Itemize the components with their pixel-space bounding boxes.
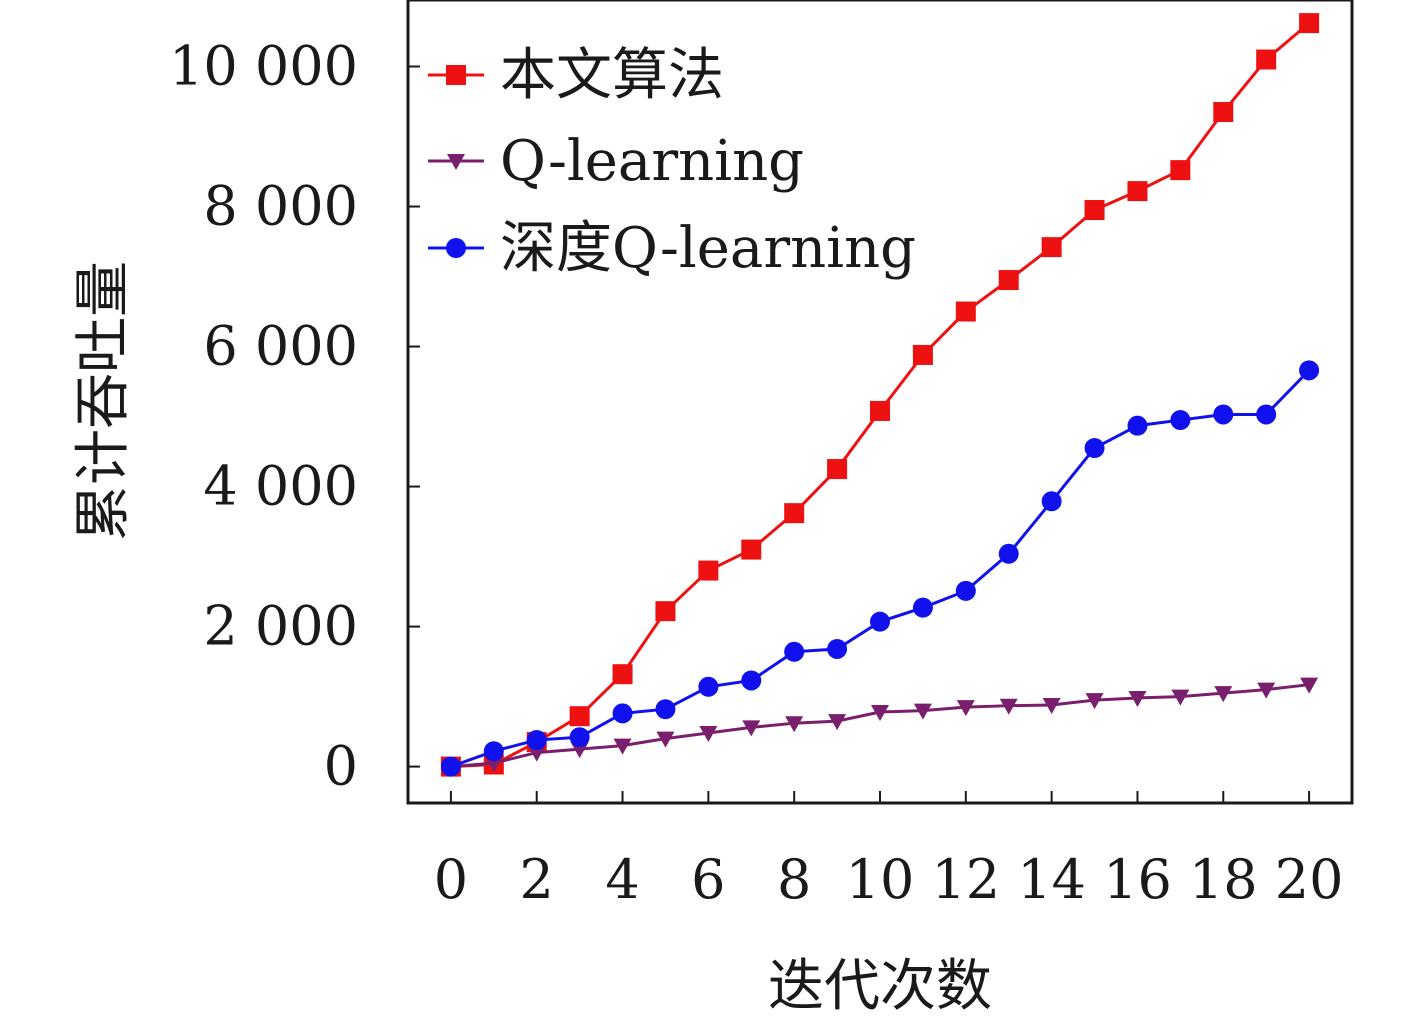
data-point (870, 611, 890, 632)
data-point (1084, 200, 1105, 221)
legend-item-2: 深度Q-learning (428, 216, 916, 281)
x-tick-label: 0 (434, 848, 468, 911)
legend-item-0: 本文算法 (428, 43, 724, 108)
data-point (1042, 697, 1061, 714)
x-tick-label: 6 (691, 848, 725, 911)
data-point (483, 741, 504, 762)
x-axis: 0 2 4 6 8 10 12 14 16 18 20 (434, 791, 1344, 911)
y-tick-label: 4 000 (203, 455, 358, 518)
legend-label: 本文算法 (500, 43, 724, 108)
data-point (1127, 181, 1148, 202)
y-axis: 0 2 000 4 000 6 000 8 000 10 000 (169, 35, 420, 798)
data-point (871, 704, 889, 721)
y-tick-label: 8 000 (203, 175, 358, 238)
legend: 本文算法 Q-learning 深度Q-learning (428, 43, 916, 281)
data-point (784, 503, 805, 524)
data-point (955, 580, 976, 601)
x-tick-label: 18 (1189, 848, 1258, 911)
data-point (1257, 682, 1276, 699)
data-point (742, 720, 761, 737)
data-point (1084, 438, 1105, 459)
data-point (698, 676, 719, 697)
data-point (1041, 237, 1062, 258)
series-layer (440, 13, 1320, 777)
data-point (741, 670, 762, 691)
y-tick-label: 2 000 (203, 595, 358, 658)
data-point (612, 703, 633, 724)
series-0 (440, 13, 1320, 777)
x-tick-label: 20 (1275, 848, 1344, 911)
x-tick-label: 8 (777, 848, 811, 911)
data-point (912, 344, 933, 365)
data-point (1213, 404, 1234, 425)
data-point (527, 745, 546, 762)
x-tick-label: 2 (520, 848, 554, 911)
data-point (699, 725, 718, 742)
data-point (569, 706, 590, 727)
data-point (1171, 689, 1190, 706)
legend-label: 深度Q-learning (500, 216, 916, 281)
data-point (1213, 102, 1234, 123)
data-point (827, 459, 848, 480)
data-point (1128, 690, 1147, 707)
legend-swatch-marker (447, 154, 465, 170)
data-point (955, 301, 976, 322)
data-point (612, 664, 633, 685)
data-point (1041, 491, 1062, 512)
y-tick-label: 0 (324, 735, 358, 798)
data-point (998, 270, 1019, 291)
data-point (785, 716, 804, 733)
x-tick-label: 4 (605, 848, 639, 911)
data-point (1256, 404, 1277, 425)
data-point (828, 714, 847, 731)
data-point (526, 729, 547, 750)
data-point (784, 641, 805, 662)
legend-swatch-marker (446, 238, 466, 258)
data-point (1300, 677, 1319, 694)
series-1 (441, 677, 1319, 776)
data-point (1299, 360, 1320, 381)
data-point (912, 597, 933, 618)
legend-item-1: Q-learning (428, 129, 804, 194)
data-point (741, 539, 762, 560)
data-point (999, 698, 1018, 715)
data-point (1127, 415, 1148, 436)
data-point (913, 703, 932, 720)
legend-label: Q-learning (500, 129, 804, 194)
data-point (1170, 410, 1191, 431)
data-point (569, 727, 590, 748)
y-axis-label: 累计吞吐量 (71, 261, 136, 541)
series-2 (440, 360, 1320, 777)
data-point (956, 700, 975, 717)
data-point (1299, 13, 1320, 34)
x-axis-label: 迭代次数 (768, 954, 992, 1017)
x-tick-label: 12 (931, 848, 1000, 911)
data-point (1170, 160, 1191, 181)
y-tick-label: 10 000 (169, 35, 358, 98)
x-tick-label: 10 (846, 848, 915, 911)
data-point (870, 400, 890, 421)
data-point (655, 601, 676, 622)
data-point (698, 560, 719, 581)
data-point (440, 756, 461, 777)
x-tick-label: 14 (1017, 848, 1086, 911)
data-point (1214, 686, 1233, 703)
data-point (1085, 693, 1104, 710)
data-point (613, 738, 632, 755)
data-point (655, 699, 676, 720)
data-point (1256, 49, 1277, 70)
x-tick-label: 16 (1103, 848, 1172, 911)
data-point (998, 543, 1019, 564)
data-point (656, 731, 675, 748)
legend-swatch-marker (446, 65, 466, 85)
y-tick-label: 6 000 (203, 315, 358, 378)
data-point (827, 638, 848, 659)
